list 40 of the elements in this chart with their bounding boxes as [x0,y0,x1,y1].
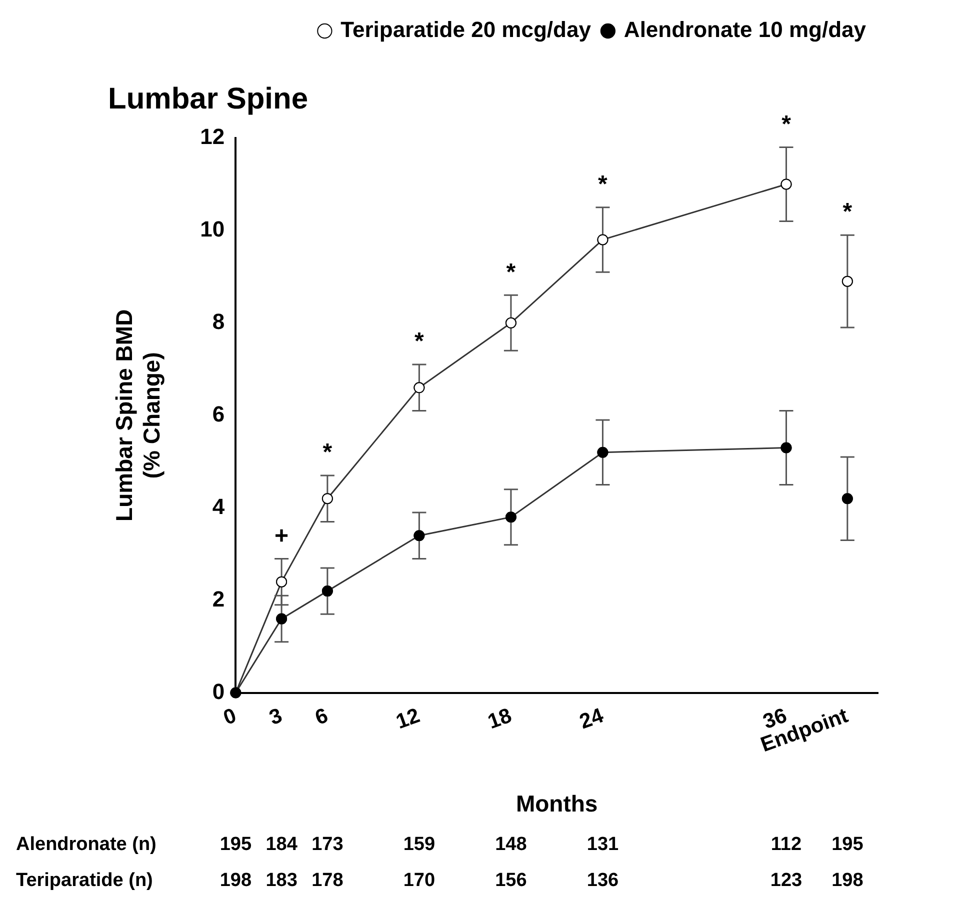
point [597,446,608,458]
legend-label: Teriparatide 20 mcg/day [340,17,592,42]
point [780,442,792,454]
annotation: * [842,198,853,226]
point [414,530,425,542]
annotation: + [274,522,289,550]
y-axis-title: Lumbar Spine BMD (% Change) [111,309,165,522]
point [322,493,333,504]
y-tick-label: 10 [200,216,225,242]
x-tick-label: 3 [266,704,286,730]
y-tick-label: 2 [212,586,225,612]
x-tick-label: 18 [484,704,515,734]
point [276,576,288,588]
annotation: * [598,170,608,198]
chart-title: Lumbar Spine [108,82,308,116]
annotation: * [506,258,516,286]
x-tick-label: 12 [393,704,423,734]
annotation: * [322,439,333,466]
annotation: * [414,328,425,356]
y-tick-label: 12 [200,124,225,150]
text: Alendronate (n) 195 184 173 159 148 131 112 195 [16,834,864,856]
y-tick-label: 0 [212,678,225,704]
point [276,613,288,624]
point [505,317,516,328]
point [842,276,853,287]
point [780,178,792,190]
x-tick-label: 24 [576,704,607,734]
point [505,512,516,523]
annotation: * [782,110,792,138]
x-tick-label: 6 [312,704,332,730]
legend-label: Alendronate 10 mg/day [624,17,867,42]
y-tick-label: 4 [212,494,226,519]
x-axis-title: Months [516,790,598,817]
text: Teriparatide (n) 198 183 178 170 156 136 123 198 [16,870,864,892]
point [322,586,333,597]
y-tick-label: 8 [212,308,225,334]
point [842,493,853,504]
point [597,234,608,246]
point [414,382,425,394]
y-tick-label: 6 [212,401,225,426]
